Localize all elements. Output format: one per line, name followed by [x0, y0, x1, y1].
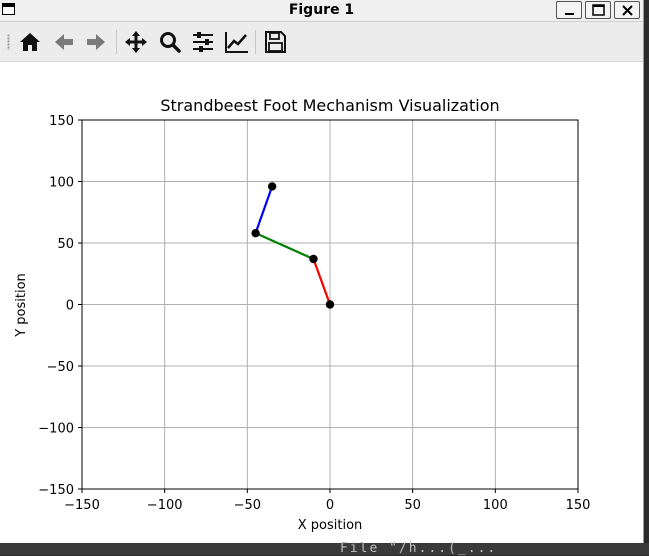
joint-markers [251, 182, 335, 309]
x-tick-label: 100 [483, 498, 508, 513]
save-button[interactable] [261, 28, 289, 56]
window-icon [2, 3, 15, 15]
zoom-button[interactable] [156, 28, 184, 56]
terminal-background: File "/h...(_... [0, 541, 649, 556]
navigation-toolbar [0, 22, 643, 62]
maximize-icon [592, 4, 605, 16]
back-button[interactable] [50, 28, 78, 56]
close-button[interactable] [614, 1, 640, 19]
toolbar-separator [255, 30, 256, 54]
magnifier-icon [160, 32, 181, 53]
y-tick-label: −150 [38, 483, 74, 498]
x-tick-label: 150 [566, 498, 591, 513]
y-tick-label: −100 [38, 422, 74, 437]
figure-window: Figure 1 [0, 0, 644, 543]
y-tick-label: 50 [57, 237, 74, 252]
move-icon [125, 31, 147, 53]
sliders-icon [193, 32, 213, 52]
y-axis-label: Y position [14, 273, 29, 338]
linkage-segment [312, 258, 332, 305]
close-icon [622, 5, 633, 16]
home-icon [20, 33, 40, 51]
x-tick-label: 50 [404, 498, 421, 513]
home-button[interactable] [16, 28, 44, 56]
minimize-button[interactable] [556, 1, 582, 19]
linkage-segment [255, 232, 314, 260]
linkage-segment [254, 186, 274, 234]
terminal-text: File "/h...(_... [340, 541, 498, 556]
x-tick-label: −100 [147, 498, 183, 513]
chart: Strandbeest Foot Mechanism Visualization… [14, 96, 590, 533]
floppy-disk-icon [265, 31, 286, 53]
arrow-left-icon [55, 34, 73, 50]
line-chart-icon [225, 32, 248, 53]
title-bar[interactable]: Figure 1 [0, 0, 643, 22]
y-tick-label: 0 [66, 299, 74, 314]
chart-title: Strandbeest Foot Mechanism Visualization [160, 96, 499, 115]
y-tick-label: −50 [47, 360, 74, 375]
toolbar-grip[interactable] [7, 34, 10, 50]
x-tick-label: −50 [234, 498, 261, 513]
series-lines [254, 186, 332, 305]
joint-marker [251, 228, 260, 238]
joint-marker [267, 182, 277, 191]
toolbar-separator [116, 30, 117, 54]
axis-ticks: −150 −100 −50 0 50 100 150 150 100 50 0 −50 −100 −150 [38, 114, 590, 513]
minimize-icon [565, 13, 574, 15]
x-axis-label: X position [298, 518, 363, 533]
joint-marker [325, 300, 335, 309]
x-tick-label: 0 [326, 498, 334, 513]
window-title: Figure 1 [288, 2, 355, 18]
edit-axis-button[interactable] [222, 28, 250, 56]
configure-subplots-button[interactable] [189, 28, 217, 56]
joint-marker [309, 254, 318, 264]
y-tick-label: 150 [49, 114, 74, 129]
arrow-right-icon [87, 34, 105, 50]
y-tick-label: 100 [49, 176, 74, 191]
pan-button[interactable] [122, 28, 150, 56]
maximize-button[interactable] [585, 1, 611, 19]
figure-canvas[interactable]: Strandbeest Foot Mechanism Visualization… [0, 62, 643, 543]
x-tick-label: −150 [64, 498, 100, 513]
forward-button[interactable] [82, 28, 110, 56]
